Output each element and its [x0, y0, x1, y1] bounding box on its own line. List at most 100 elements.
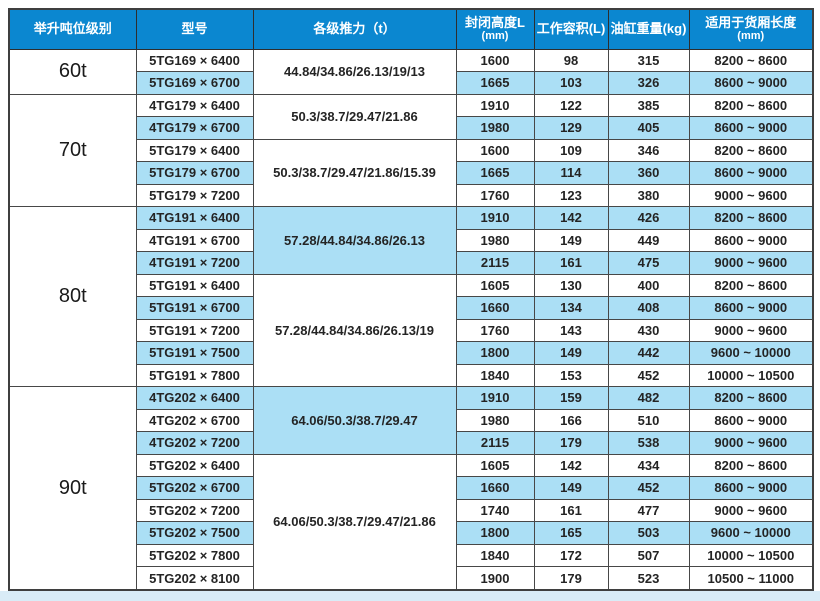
- weight-cell: 452: [607, 363, 690, 387]
- model-cell: 4TG202 × 6700: [135, 408, 254, 432]
- box-length-cell: 9000 ~ 9600: [688, 251, 814, 275]
- col-header-thrust: 各级推力（t）: [252, 8, 457, 50]
- working-volume-cell: 134: [533, 296, 609, 320]
- closed-height-cell: 1980: [455, 228, 535, 252]
- closed-height-cell: 1980: [455, 408, 535, 432]
- box-length-cell: 8200 ~ 8600: [688, 273, 814, 297]
- weight-cell: 326: [607, 71, 690, 95]
- working-volume-cell: 179: [533, 566, 609, 591]
- col-header-weight: 油缸重量(kg): [607, 8, 690, 50]
- closed-height-cell: 1740: [455, 498, 535, 522]
- box-length-cell: 8600 ~ 9000: [688, 408, 814, 432]
- working-volume-cell: 130: [533, 273, 609, 297]
- weight-cell: 482: [607, 386, 690, 410]
- working-volume-cell: 172: [533, 543, 609, 567]
- working-volume-cell: 153: [533, 363, 609, 387]
- model-cell: 5TG191 × 6400: [135, 273, 254, 297]
- box-length-cell: 8600 ~ 9000: [688, 116, 814, 140]
- thrust-cell: 57.28/44.84/34.86/26.13/19: [252, 273, 457, 387]
- col-header-box-length: 适用于货厢长度 (mm): [688, 8, 814, 50]
- thrust-cell: 64.06/50.3/38.7/29.47: [252, 386, 457, 455]
- col-header-label: 型号: [181, 21, 208, 37]
- box-length-cell: 10000 ~ 10500: [688, 363, 814, 387]
- closed-height-cell: 2115: [455, 251, 535, 275]
- closed-height-cell: 1980: [455, 116, 535, 140]
- box-length-cell: 10500 ~ 11000: [688, 566, 814, 591]
- box-length-cell: 10000 ~ 10500: [688, 543, 814, 567]
- table-row: 70t 4TG179 × 6400 50.3/38.7/29.47/21.86 191…: [8, 93, 814, 207]
- model-cell: 5TG202 × 6700: [135, 476, 254, 500]
- box-length-cell: 8200 ~ 8600: [688, 93, 814, 117]
- col-header-label: 举升吨位级别: [33, 21, 112, 37]
- col-header-unit: (mm): [737, 30, 765, 43]
- model-cell: 5TG179 × 6700: [135, 161, 254, 185]
- closed-height-cell: 1760: [455, 183, 535, 207]
- col-header-model: 型号: [135, 8, 254, 50]
- closed-height-cell: 2115: [455, 431, 535, 455]
- table-body: 60t 5TG169 × 6400 44.84/34.86/26.13/19/13 1…: [8, 48, 814, 591]
- box-length-cell: 8600 ~ 9000: [688, 71, 814, 95]
- table-row: 5TG202 × 8100 1900 179 523 10500 ~ 11000: [9, 566, 814, 591]
- model-cell: 4TG191 × 7200: [135, 251, 254, 275]
- col-header-label: 油缸重量(kg): [610, 21, 687, 37]
- tonnage-cell: 80t: [8, 206, 137, 387]
- model-cell: 5TG169 × 6400: [135, 48, 254, 72]
- box-length-cell: 9000 ~ 9600: [688, 318, 814, 342]
- working-volume-cell: 142: [533, 453, 609, 477]
- model-cell: 5TG191 × 7500: [135, 341, 254, 365]
- closed-height-cell: 1605: [455, 453, 535, 477]
- model-cell: 5TG169 × 6700: [135, 71, 254, 95]
- box-length-cell: 8600 ~ 9000: [688, 161, 814, 185]
- closed-height-cell: 1910: [455, 206, 535, 230]
- weight-cell: 400: [607, 273, 690, 297]
- working-volume-cell: 129: [533, 116, 609, 140]
- model-cell: 5TG191 × 7800: [135, 363, 254, 387]
- weight-cell: 346: [607, 138, 690, 162]
- weight-cell: 360: [607, 161, 690, 185]
- closed-height-cell: 1840: [455, 363, 535, 387]
- box-length-cell: 9000 ~ 9600: [688, 183, 814, 207]
- working-volume-cell: 179: [533, 431, 609, 455]
- closed-height-cell: 1900: [455, 566, 535, 591]
- box-length-cell: 8200 ~ 8600: [688, 48, 814, 72]
- table-row: 5TG202 × 7800 1840 172 507 10000 ~ 10500: [9, 543, 814, 567]
- thrust-cell: 57.28/44.84/34.86/26.13: [252, 206, 457, 275]
- model-cell: 5TG191 × 7200: [135, 318, 254, 342]
- weight-cell: 452: [607, 476, 690, 500]
- thrust-cell: 64.06/50.3/38.7/29.47/21.86: [252, 453, 457, 591]
- tonnage-cell: 70t: [8, 93, 137, 207]
- box-length-cell: 8200 ~ 8600: [688, 138, 814, 162]
- working-volume-cell: 166: [533, 408, 609, 432]
- weight-cell: 380: [607, 183, 690, 207]
- col-header-working-volume: 工作容积(L): [533, 8, 609, 50]
- working-volume-cell: 165: [533, 521, 609, 545]
- model-cell: 4TG191 × 6700: [135, 228, 254, 252]
- col-header-label: 适用于货厢长度: [705, 14, 797, 30]
- model-cell: 5TG202 × 8100: [135, 566, 254, 591]
- col-header-closed-height: 封闭高度L (mm): [455, 8, 535, 50]
- weight-cell: 430: [607, 318, 690, 342]
- weight-cell: 442: [607, 341, 690, 365]
- table-row: 5TG191 × 6400 57.28/44.84/34.86/26.13/19 1…: [9, 273, 814, 387]
- weight-cell: 503: [607, 521, 690, 545]
- model-cell: 5TG179 × 7200: [135, 183, 254, 207]
- weight-cell: 510: [607, 408, 690, 432]
- header-row: 举升吨位级别 型号 各级推力（t） 封闭高度L (mm) 工作容积(L) 油缸重量(kg) 适…: [8, 8, 814, 50]
- working-volume-cell: 103: [533, 71, 609, 95]
- box-length-cell: 8600 ~ 9000: [688, 228, 814, 252]
- model-cell: 4TG179 × 6700: [135, 116, 254, 140]
- box-length-cell: 8200 ~ 8600: [688, 386, 814, 410]
- col-header-tonnage: 举升吨位级别: [8, 8, 137, 50]
- working-volume-cell: 98: [533, 48, 609, 72]
- closed-height-cell: 1800: [455, 341, 535, 365]
- weight-cell: 523: [607, 566, 690, 591]
- model-cell: 4TG179 × 6400: [135, 93, 254, 117]
- working-volume-cell: 159: [533, 386, 609, 410]
- cylinder-spec-table: 举升吨位级别 型号 各级推力（t） 封闭高度L (mm) 工作容积(L) 油缸重量(kg) 适…: [8, 8, 814, 591]
- working-volume-cell: 123: [533, 183, 609, 207]
- closed-height-cell: 1800: [455, 521, 535, 545]
- tonnage-cell: 60t: [8, 48, 137, 95]
- table-row: 4TG191 × 6700 1980 149 449 8600 ~ 9000: [9, 228, 814, 252]
- closed-height-cell: 1665: [455, 161, 535, 185]
- box-length-cell: 8200 ~ 8600: [688, 453, 814, 477]
